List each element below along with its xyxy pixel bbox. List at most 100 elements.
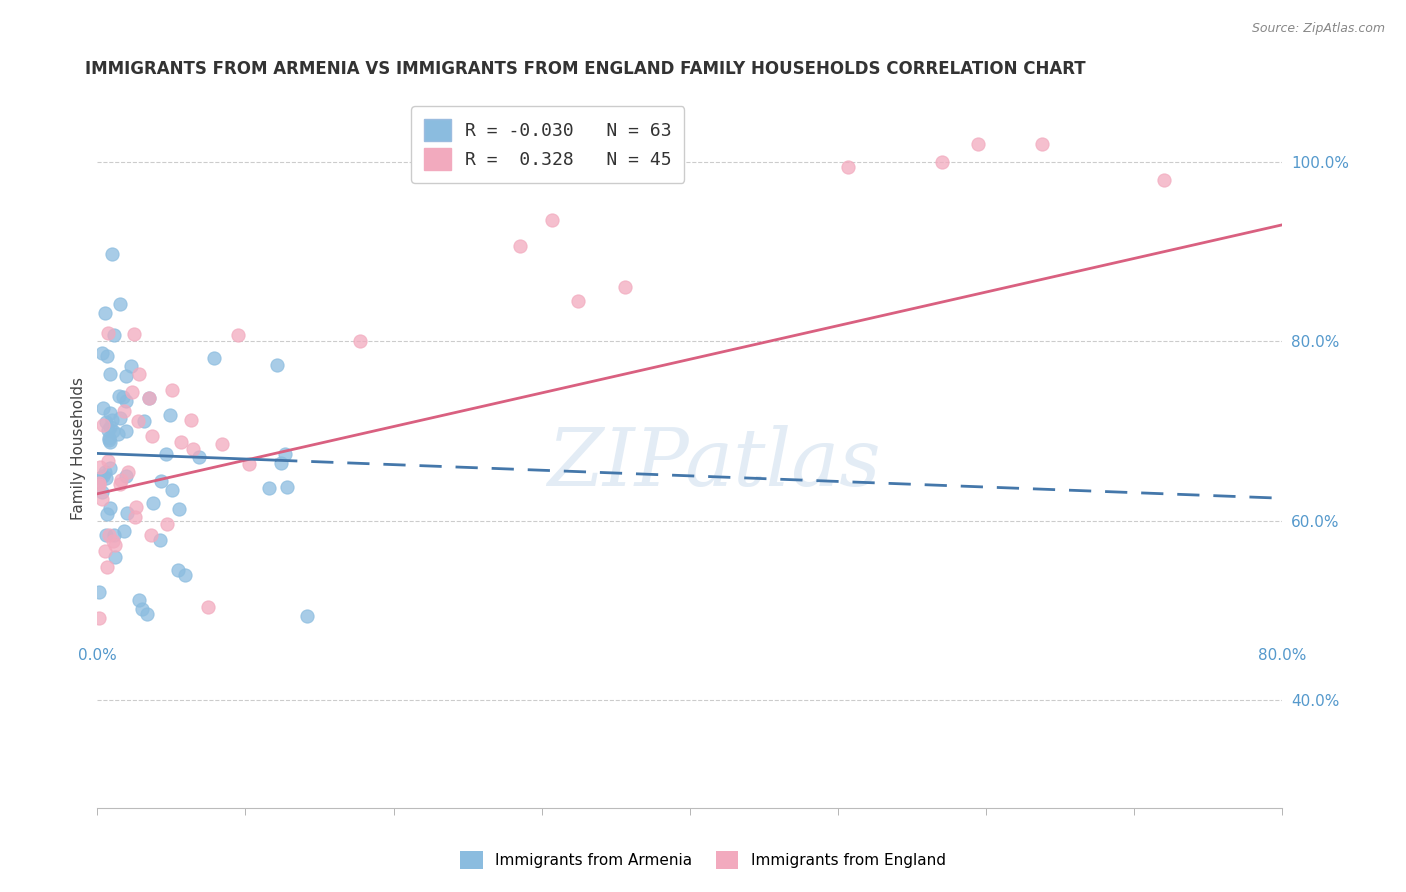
Point: [159, 409, 181, 423]
Point: [124, 510, 146, 524]
Point: [94, 465, 117, 479]
Point: [139, 528, 162, 542]
Point: [97, 423, 120, 437]
Point: [180, 413, 202, 427]
Point: [110, 473, 132, 487]
Point: [89, 471, 111, 485]
Point: [91, 468, 114, 483]
Point: [132, 414, 155, 428]
Point: [97, 434, 120, 448]
Point: [138, 391, 160, 405]
Point: [115, 393, 138, 408]
Point: [87, 475, 110, 490]
Point: [837, 160, 859, 174]
Point: [931, 155, 953, 169]
Point: [125, 500, 148, 514]
Point: [122, 327, 145, 342]
Point: [613, 279, 636, 293]
Point: [541, 213, 564, 227]
Point: [131, 602, 153, 616]
Point: [108, 297, 131, 311]
Point: [87, 478, 110, 492]
Text: 0.0%: 0.0%: [77, 648, 117, 664]
Point: [149, 533, 172, 547]
Point: [115, 424, 138, 438]
Point: [274, 447, 297, 461]
Point: [89, 459, 111, 474]
Point: [90, 491, 112, 506]
Point: [94, 415, 117, 429]
Point: [98, 431, 121, 445]
Point: [181, 442, 204, 457]
Point: [141, 429, 163, 443]
Point: [127, 414, 149, 428]
Point: [270, 456, 292, 470]
Point: [111, 391, 134, 405]
Point: [142, 496, 165, 510]
Point: [167, 502, 190, 516]
Point: [160, 483, 183, 498]
Point: [1031, 137, 1053, 152]
Point: [155, 447, 177, 461]
Point: [98, 420, 121, 434]
Point: [98, 435, 121, 450]
Point: [108, 388, 131, 402]
Point: [128, 593, 150, 607]
Point: [101, 533, 124, 548]
Point: [104, 537, 127, 551]
Point: [112, 524, 135, 538]
Point: [110, 476, 132, 491]
Point: [150, 474, 173, 488]
Point: [121, 384, 143, 399]
Point: [98, 407, 121, 421]
Point: [90, 484, 112, 499]
Point: [104, 550, 127, 565]
Point: [117, 465, 139, 479]
Point: [567, 293, 589, 308]
Point: [101, 413, 124, 427]
Point: [94, 527, 117, 541]
Point: [120, 359, 142, 374]
Point: [96, 349, 118, 363]
Point: [94, 306, 117, 320]
Point: [160, 383, 183, 397]
Point: [349, 334, 371, 349]
Point: [97, 326, 120, 340]
Point: [96, 560, 118, 574]
Point: [156, 517, 179, 532]
Point: [91, 401, 114, 415]
Point: [509, 238, 531, 252]
Point: [115, 506, 138, 520]
Point: [97, 454, 120, 468]
Point: [114, 369, 136, 384]
Point: [89, 611, 111, 625]
Point: [276, 480, 298, 494]
Point: [98, 528, 121, 542]
Text: IMMIGRANTS FROM ARMENIA VS IMMIGRANTS FROM ENGLAND FAMILY HOUSEHOLDS CORRELATION: IMMIGRANTS FROM ARMENIA VS IMMIGRANTS FR…: [86, 60, 1085, 78]
Point: [170, 434, 193, 449]
Point: [98, 500, 121, 515]
Point: [174, 568, 197, 582]
Point: [94, 471, 117, 485]
Point: [101, 247, 124, 261]
Point: [94, 543, 117, 558]
Point: [197, 600, 219, 615]
Point: [966, 137, 988, 152]
Legend: Immigrants from Armenia, Immigrants from England: Immigrants from Armenia, Immigrants from…: [454, 845, 952, 875]
Point: [128, 368, 150, 382]
Point: [166, 563, 188, 577]
Text: 80.0%: 80.0%: [1258, 648, 1306, 664]
Point: [138, 392, 160, 406]
Point: [226, 328, 249, 343]
Legend: R = -0.030   N = 63, R =  0.328   N = 45: R = -0.030 N = 63, R = 0.328 N = 45: [411, 106, 685, 183]
Y-axis label: Family Households: Family Households: [72, 377, 86, 520]
Point: [188, 450, 211, 464]
Point: [1153, 173, 1175, 187]
Point: [91, 417, 114, 432]
Text: ZIPatlas: ZIPatlas: [547, 425, 880, 502]
Point: [266, 358, 288, 372]
Point: [295, 609, 318, 624]
Point: [136, 607, 159, 621]
Point: [101, 424, 124, 438]
Point: [238, 457, 260, 471]
